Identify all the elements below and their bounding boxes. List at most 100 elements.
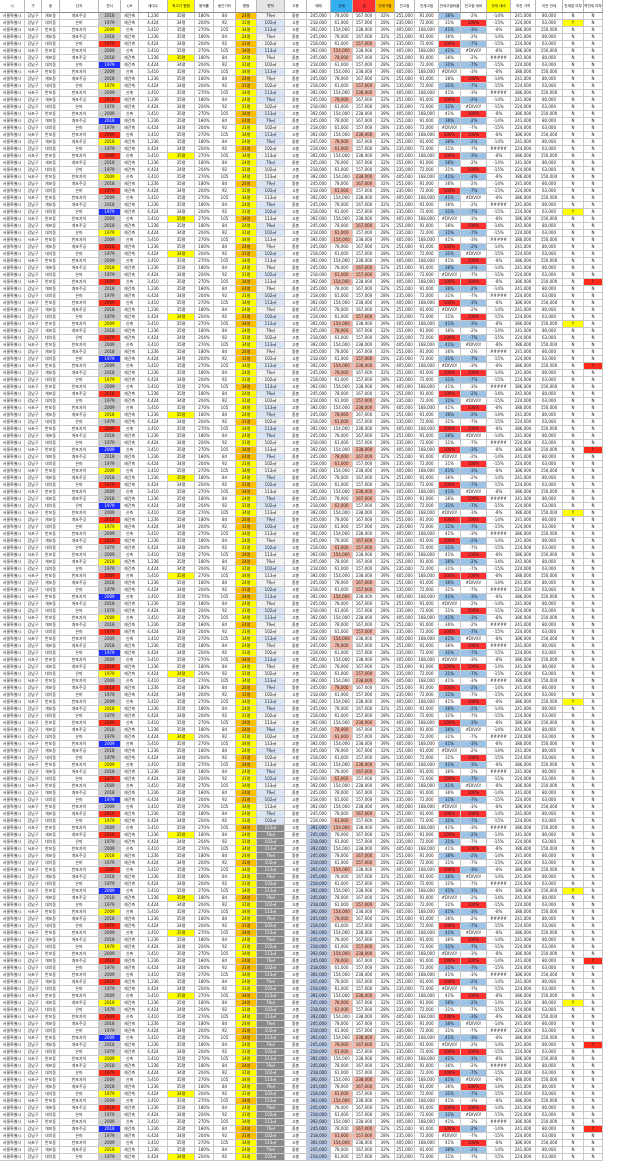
table-cell: N bbox=[584, 790, 603, 797]
table-cell: 2009 bbox=[99, 888, 121, 895]
table-cell: 392,000 bbox=[307, 489, 331, 496]
table-cell: N bbox=[563, 111, 584, 118]
table-cell: 241,000 bbox=[511, 139, 536, 146]
table-cell: 4,424 bbox=[139, 83, 168, 90]
table-cell: 고층 bbox=[285, 545, 307, 552]
table-cell: 168,000 bbox=[415, 825, 439, 832]
column-header[interactable]: 시 bbox=[0, 0, 25, 13]
table-cell: 서울특별시 bbox=[0, 1028, 25, 1035]
table-cell: 168,000 bbox=[415, 1140, 439, 1147]
table-cell: 고층 bbox=[285, 552, 307, 559]
table-cell: -8% bbox=[487, 216, 511, 223]
column-header[interactable]: 고층 bbox=[285, 0, 307, 13]
table-cell: 31평 bbox=[236, 41, 257, 48]
column-header[interactable]: 전세고점 bbox=[415, 0, 439, 13]
table-cell: 241,000 bbox=[511, 622, 536, 629]
table-cell: N bbox=[584, 923, 603, 930]
table-cell: 신축 bbox=[121, 69, 139, 76]
table-cell: 개포동 bbox=[42, 181, 60, 188]
column-header[interactable]: 동간거리 bbox=[214, 0, 236, 13]
column-header[interactable]: 전고점 대비 bbox=[461, 0, 487, 13]
table-cell: 재건축 bbox=[121, 1070, 139, 1077]
table-cell: 84 bbox=[214, 202, 236, 209]
table-cell: 235,000 bbox=[395, 146, 415, 153]
column-header[interactable]: 전세고점비율 bbox=[439, 0, 461, 13]
column-header[interactable]: 전세갭 여부 bbox=[563, 0, 584, 13]
table-cell: 105 bbox=[214, 657, 236, 664]
table-cell: 157,000 bbox=[353, 335, 376, 342]
column-header[interactable]: 면적 bbox=[257, 0, 285, 13]
table-cell: 35평 bbox=[168, 405, 195, 412]
table-cell: 24평 bbox=[236, 475, 257, 482]
table-row: 서울특별시 서초구 반포동 반포자이 2009 신축 3,410 35평 270% 105 34평 1… bbox=[0, 909, 640, 916]
table-cell: 36% bbox=[439, 286, 461, 293]
column-header[interactable]: 전세 bbox=[331, 0, 353, 13]
table-cell: N bbox=[563, 419, 584, 426]
table-cell: 서울특별시 bbox=[0, 468, 25, 475]
table-cell: -14% bbox=[487, 286, 511, 293]
table-cell: 고층 bbox=[285, 531, 307, 538]
table-cell: 405,000 bbox=[395, 636, 415, 643]
table-cell: 84 bbox=[214, 1021, 236, 1028]
column-header[interactable]: 전세 대비 bbox=[487, 0, 511, 13]
column-header[interactable]: 이전 전세 bbox=[536, 0, 563, 13]
table-cell: 서울특별시 bbox=[0, 370, 25, 377]
table-cell: 고층 bbox=[285, 90, 307, 97]
table-cell: 35평 bbox=[168, 783, 195, 790]
column-header[interactable]: L/R bbox=[121, 0, 139, 13]
table-cell: 중층 bbox=[285, 76, 307, 83]
table-cell: 154,000 bbox=[331, 342, 353, 349]
table-cell: 61,000 bbox=[331, 629, 353, 636]
table-cell: 102㎡ bbox=[257, 398, 285, 405]
table-cell: 102㎡ bbox=[257, 167, 285, 174]
table-cell: 241,000 bbox=[511, 76, 536, 83]
table-cell: 79㎡ bbox=[257, 97, 285, 104]
column-header[interactable]: 갭 bbox=[353, 0, 376, 13]
column-header[interactable]: 전고점 bbox=[395, 0, 415, 13]
table-cell: 신축 bbox=[121, 930, 139, 937]
table-cell: 204% bbox=[195, 650, 214, 657]
table-cell: 은마 bbox=[60, 419, 99, 426]
table-cell: 79㎡ bbox=[257, 1021, 285, 1028]
column-header[interactable]: 역전세 여부 bbox=[584, 0, 603, 13]
table-cell: 270% bbox=[195, 216, 214, 223]
table-cell: 113㎡ bbox=[257, 993, 285, 1000]
table-cell: 79㎡ bbox=[257, 349, 285, 356]
table-cell: 167,000 bbox=[353, 160, 376, 167]
table-cell: N bbox=[563, 594, 584, 601]
table-cell: 102㎡ bbox=[257, 104, 285, 111]
column-header[interactable]: 세대수 bbox=[139, 0, 168, 13]
table-cell: ##### bbox=[487, 972, 511, 979]
column-header[interactable]: 전세가율 bbox=[376, 0, 395, 13]
table-cell: 79㎡ bbox=[257, 55, 285, 62]
table-cell: 180% bbox=[195, 223, 214, 230]
table-cell: -15% bbox=[487, 671, 511, 678]
column-header[interactable]: 용적률 bbox=[195, 0, 214, 13]
column-header[interactable]: 연식 bbox=[99, 0, 121, 13]
column-header[interactable]: 이전 가격 bbox=[511, 0, 536, 13]
table-cell: 서울특별시 bbox=[0, 1126, 25, 1133]
table-cell: 반포동 bbox=[42, 69, 60, 76]
table-cell: 3,410 bbox=[139, 447, 168, 454]
table-cell: 405,000 bbox=[395, 657, 415, 664]
column-header[interactable]: 최고가 평형 bbox=[168, 0, 195, 13]
table-cell: 167,000 bbox=[353, 1084, 376, 1091]
column-header[interactable]: 구 bbox=[25, 0, 42, 13]
table-cell: 반포자이 bbox=[60, 468, 99, 475]
table-cell: 157,000 bbox=[353, 41, 376, 48]
table-cell: 신축 bbox=[121, 342, 139, 349]
column-header[interactable]: 단지 bbox=[60, 0, 99, 13]
table-cell: 102㎡ bbox=[257, 902, 285, 909]
column-header[interactable]: 동 bbox=[42, 0, 60, 13]
table-cell: 154,000 bbox=[331, 699, 353, 706]
table-cell: 100% bbox=[439, 1105, 461, 1112]
column-header[interactable]: 매매 bbox=[307, 0, 331, 13]
column-header[interactable]: 평형 bbox=[236, 0, 257, 13]
table-cell: 61,000 bbox=[331, 461, 353, 468]
table-cell: 102㎡ bbox=[257, 125, 285, 132]
table-row: 서울특별시 서초구 반포동 반포자이 2009 신축 3,410 35평 270% 105 34평 1… bbox=[0, 489, 640, 496]
table-cell: 39% bbox=[376, 720, 395, 727]
table-cell: 35평 bbox=[168, 90, 195, 97]
table-cell: 1,236 bbox=[139, 1147, 168, 1154]
table-cell: 61,000 bbox=[331, 545, 353, 552]
